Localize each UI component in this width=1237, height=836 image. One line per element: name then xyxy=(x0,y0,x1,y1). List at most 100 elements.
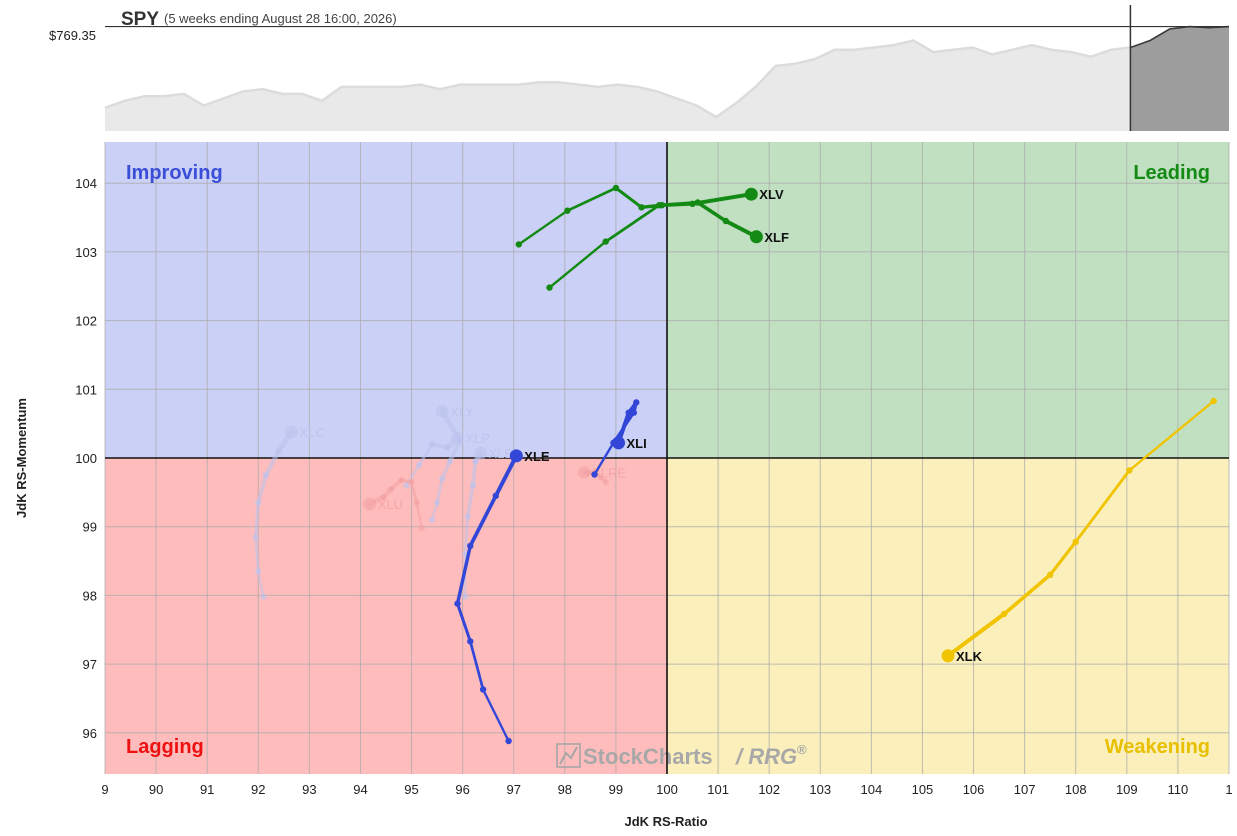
tail-point xyxy=(625,409,632,416)
tail-label-xly: XLY xyxy=(450,404,474,419)
tail-head-marker[interactable] xyxy=(285,425,298,439)
tail-point xyxy=(1047,571,1054,578)
watermark-brand: StockCharts xyxy=(583,744,713,769)
tail-segment xyxy=(468,493,498,548)
tail-segment xyxy=(263,448,281,478)
x-tick-label: 101 xyxy=(707,782,729,797)
tail-label-xlp: XLP xyxy=(466,431,491,446)
tail-head-marker[interactable] xyxy=(474,446,487,460)
tail-point xyxy=(262,472,270,479)
tail-head-marker[interactable] xyxy=(744,187,758,201)
tail-segment xyxy=(1074,468,1131,544)
x-tick-label: 106 xyxy=(963,782,985,797)
x-tick-label: 103 xyxy=(809,782,831,797)
tail-xle[interactable]: XLE xyxy=(454,449,550,745)
x-tick-label: 102 xyxy=(758,782,780,797)
tail-point xyxy=(428,441,436,448)
stockcharts-watermark: StockCharts / RRG ® xyxy=(556,742,807,769)
tail-point xyxy=(472,458,479,465)
x-tick-label: 109 xyxy=(1116,782,1138,797)
x-tick-label: 96 xyxy=(455,782,469,797)
tail-xlf[interactable]: XLF xyxy=(546,199,789,291)
tail-point xyxy=(446,458,454,465)
tail-head-marker[interactable] xyxy=(451,431,464,445)
tail-xli[interactable]: XLI xyxy=(591,399,647,478)
rrg-center-lines xyxy=(105,142,1229,774)
x-tick-label: 91 xyxy=(200,782,214,797)
benchmark-price-panel xyxy=(104,5,1230,132)
tail-point xyxy=(398,476,405,484)
rrg-quadrants xyxy=(105,142,1229,774)
tail-label-xlf: XLF xyxy=(764,230,789,245)
y-tick-label: 100 xyxy=(75,451,97,466)
tail-xlb[interactable]: XLB xyxy=(462,446,513,600)
tail-point xyxy=(462,593,469,600)
y-tick-label: 102 xyxy=(75,314,97,329)
tail-point xyxy=(722,217,729,225)
tail-point xyxy=(1210,397,1217,405)
tail-xlu[interactable]: XLU xyxy=(363,476,425,532)
tail-head-marker[interactable] xyxy=(509,449,523,463)
tail-head-marker[interactable] xyxy=(435,404,449,418)
tail-xlc[interactable]: XLC xyxy=(252,425,325,600)
tail-segment xyxy=(455,544,472,606)
tail-point xyxy=(633,399,640,406)
tail-point xyxy=(433,499,441,506)
tail-point xyxy=(413,499,420,506)
logo-chart-line-icon xyxy=(559,746,578,765)
x-tick-label: 92 xyxy=(251,782,265,797)
tail-point xyxy=(469,482,477,489)
tail-segment xyxy=(548,240,607,289)
tail-point xyxy=(1001,610,1008,618)
tail-point xyxy=(255,568,262,575)
quadrant-label-improving: Improving xyxy=(126,162,223,184)
tail-point xyxy=(492,492,499,499)
x-tick-label: 99 xyxy=(609,782,623,797)
tail-point xyxy=(656,202,663,209)
tail-label-xli: XLI xyxy=(627,436,647,451)
quadrant-label-weakening: Weakening xyxy=(1105,736,1210,758)
tail-segment xyxy=(517,209,569,246)
tail-point xyxy=(1126,467,1133,474)
watermark-registered: ® xyxy=(797,742,807,757)
tail-point xyxy=(602,478,609,486)
tail-segment xyxy=(614,186,643,209)
tail-xlp[interactable]: XLP xyxy=(403,431,490,489)
tail-point xyxy=(428,516,436,523)
x-tick-label: 105 xyxy=(912,782,934,797)
y-tick-label: 99 xyxy=(83,520,97,535)
tail-head-marker[interactable] xyxy=(577,465,591,479)
quadrant-label-leading: Leading xyxy=(1133,162,1210,184)
tail-point xyxy=(638,204,645,211)
tail-label-xlv: XLV xyxy=(759,187,784,202)
tail-label-xlre: XLRE xyxy=(592,465,626,480)
tail-segment xyxy=(1048,540,1078,577)
tail-point xyxy=(252,533,259,541)
tail-xlk[interactable]: XLK xyxy=(941,397,1217,664)
tail-segment xyxy=(695,200,728,223)
price-line-highlight xyxy=(1130,25,1230,49)
tail-segment xyxy=(690,192,754,206)
tail-segment xyxy=(254,535,260,573)
tail-segment xyxy=(493,453,519,498)
tail-point xyxy=(408,478,415,486)
tail-point xyxy=(403,482,410,489)
tail-point xyxy=(694,199,701,206)
tail-segment xyxy=(946,611,1007,658)
rrg-grid xyxy=(104,142,1230,774)
tail-head-marker[interactable] xyxy=(612,436,625,450)
tail-head-marker[interactable] xyxy=(749,230,763,244)
x-tick-label: 93 xyxy=(302,782,316,797)
y-tick-label: 101 xyxy=(75,382,97,397)
tail-head-marker[interactable] xyxy=(941,649,955,663)
y-tick-label: 103 xyxy=(75,245,97,260)
tail-segment xyxy=(465,483,475,519)
rrg-quadrant-labels: Improving Leading Lagging Weakening xyxy=(126,162,1210,758)
tail-segment xyxy=(253,501,260,539)
tail-point xyxy=(260,593,267,600)
x-tick-label: 1 xyxy=(1225,782,1232,797)
tail-point xyxy=(467,542,474,550)
tail-head-marker[interactable] xyxy=(363,497,377,511)
